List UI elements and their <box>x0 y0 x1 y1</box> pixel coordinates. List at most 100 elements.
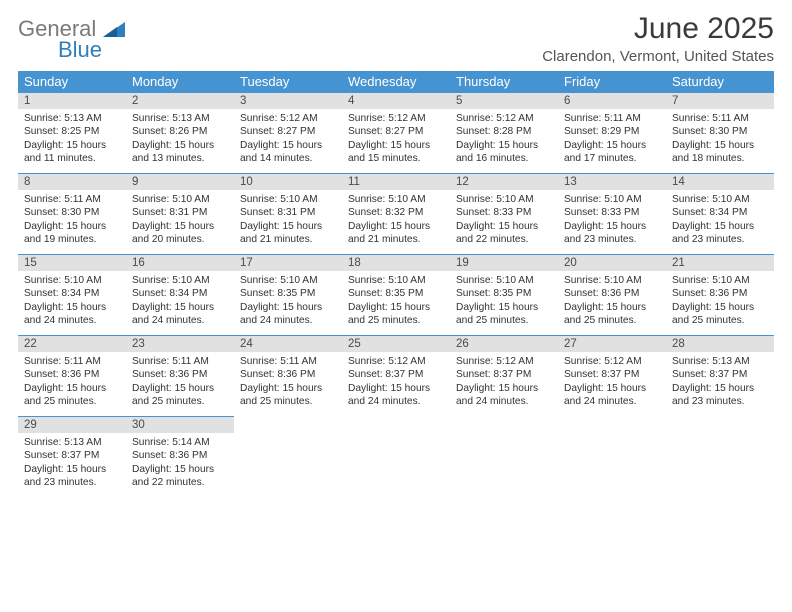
day-body: Sunrise: 5:12 AMSunset: 8:28 PMDaylight:… <box>450 109 558 173</box>
calendar-cell: 5Sunrise: 5:12 AMSunset: 8:28 PMDaylight… <box>450 92 558 173</box>
day-body: Sunrise: 5:10 AMSunset: 8:32 PMDaylight:… <box>342 190 450 254</box>
daylight-line: Daylight: 15 hours and 22 minutes. <box>132 463 228 490</box>
day-body: Sunrise: 5:10 AMSunset: 8:36 PMDaylight:… <box>666 271 774 335</box>
day-number: 15 <box>18 254 126 271</box>
calendar-cell: 14Sunrise: 5:10 AMSunset: 8:34 PMDayligh… <box>666 173 774 254</box>
calendar-row: 22Sunrise: 5:11 AMSunset: 8:36 PMDayligh… <box>18 335 774 416</box>
day-body: Sunrise: 5:13 AMSunset: 8:37 PMDaylight:… <box>18 433 126 497</box>
calendar-cell: 22Sunrise: 5:11 AMSunset: 8:36 PMDayligh… <box>18 335 126 416</box>
weekday-header: Saturday <box>666 71 774 92</box>
day-body: Sunrise: 5:10 AMSunset: 8:34 PMDaylight:… <box>18 271 126 335</box>
day-number: 23 <box>126 335 234 352</box>
sunrise-line: Sunrise: 5:11 AM <box>240 355 336 368</box>
sunset-line: Sunset: 8:25 PM <box>24 125 120 138</box>
sunset-line: Sunset: 8:35 PM <box>348 287 444 300</box>
daylight-line: Daylight: 15 hours and 23 minutes. <box>672 220 768 247</box>
calendar-cell: 17Sunrise: 5:10 AMSunset: 8:35 PMDayligh… <box>234 254 342 335</box>
daylight-line: Daylight: 15 hours and 19 minutes. <box>24 220 120 247</box>
calendar-cell: 27Sunrise: 5:12 AMSunset: 8:37 PMDayligh… <box>558 335 666 416</box>
sunset-line: Sunset: 8:36 PM <box>24 368 120 381</box>
sunrise-line: Sunrise: 5:13 AM <box>24 436 120 449</box>
daylight-line: Daylight: 15 hours and 13 minutes. <box>132 139 228 166</box>
sunrise-line: Sunrise: 5:10 AM <box>348 274 444 287</box>
weekday-header: Sunday <box>18 71 126 92</box>
sunrise-line: Sunrise: 5:11 AM <box>132 355 228 368</box>
daylight-line: Daylight: 15 hours and 25 minutes. <box>672 301 768 328</box>
calendar-cell: 30Sunrise: 5:14 AMSunset: 8:36 PMDayligh… <box>126 416 234 497</box>
day-number: 26 <box>450 335 558 352</box>
daylight-line: Daylight: 15 hours and 24 minutes. <box>24 301 120 328</box>
daylight-line: Daylight: 15 hours and 21 minutes. <box>348 220 444 247</box>
sunset-line: Sunset: 8:32 PM <box>348 206 444 219</box>
calendar-cell: 11Sunrise: 5:10 AMSunset: 8:32 PMDayligh… <box>342 173 450 254</box>
day-number: 22 <box>18 335 126 352</box>
calendar-row: 29Sunrise: 5:13 AMSunset: 8:37 PMDayligh… <box>18 416 774 497</box>
daylight-line: Daylight: 15 hours and 25 minutes. <box>564 301 660 328</box>
sunrise-line: Sunrise: 5:12 AM <box>348 355 444 368</box>
sunrise-line: Sunrise: 5:13 AM <box>24 112 120 125</box>
weekday-header: Tuesday <box>234 71 342 92</box>
day-number: 4 <box>342 92 450 109</box>
sunset-line: Sunset: 8:37 PM <box>456 368 552 381</box>
daylight-line: Daylight: 15 hours and 24 minutes. <box>348 382 444 409</box>
sunrise-line: Sunrise: 5:12 AM <box>456 112 552 125</box>
calendar-row: 8Sunrise: 5:11 AMSunset: 8:30 PMDaylight… <box>18 173 774 254</box>
sunrise-line: Sunrise: 5:10 AM <box>348 193 444 206</box>
sunrise-line: Sunrise: 5:11 AM <box>24 355 120 368</box>
sunset-line: Sunset: 8:36 PM <box>132 368 228 381</box>
sunrise-line: Sunrise: 5:12 AM <box>348 112 444 125</box>
sunset-line: Sunset: 8:35 PM <box>456 287 552 300</box>
day-number: 18 <box>342 254 450 271</box>
calendar-cell: 1Sunrise: 5:13 AMSunset: 8:25 PMDaylight… <box>18 92 126 173</box>
day-body: Sunrise: 5:12 AMSunset: 8:27 PMDaylight:… <box>234 109 342 173</box>
day-body: Sunrise: 5:12 AMSunset: 8:37 PMDaylight:… <box>342 352 450 416</box>
sunrise-line: Sunrise: 5:13 AM <box>132 112 228 125</box>
calendar-cell: 8Sunrise: 5:11 AMSunset: 8:30 PMDaylight… <box>18 173 126 254</box>
calendar-cell: 18Sunrise: 5:10 AMSunset: 8:35 PMDayligh… <box>342 254 450 335</box>
sunrise-line: Sunrise: 5:10 AM <box>132 193 228 206</box>
day-body: Sunrise: 5:10 AMSunset: 8:35 PMDaylight:… <box>234 271 342 335</box>
logo-text-block: General Blue <box>18 18 125 61</box>
daylight-line: Daylight: 15 hours and 16 minutes. <box>456 139 552 166</box>
day-number: 27 <box>558 335 666 352</box>
day-body: Sunrise: 5:12 AMSunset: 8:37 PMDaylight:… <box>450 352 558 416</box>
calendar-cell <box>666 416 774 497</box>
sunset-line: Sunset: 8:36 PM <box>132 449 228 462</box>
sunset-line: Sunset: 8:34 PM <box>24 287 120 300</box>
sunrise-line: Sunrise: 5:13 AM <box>672 355 768 368</box>
day-number: 20 <box>558 254 666 271</box>
daylight-line: Daylight: 15 hours and 25 minutes. <box>240 382 336 409</box>
day-number: 11 <box>342 173 450 190</box>
day-body: Sunrise: 5:10 AMSunset: 8:34 PMDaylight:… <box>126 271 234 335</box>
calendar-cell: 10Sunrise: 5:10 AMSunset: 8:31 PMDayligh… <box>234 173 342 254</box>
day-number: 25 <box>342 335 450 352</box>
calendar-cell: 28Sunrise: 5:13 AMSunset: 8:37 PMDayligh… <box>666 335 774 416</box>
day-number: 14 <box>666 173 774 190</box>
daylight-line: Daylight: 15 hours and 17 minutes. <box>564 139 660 166</box>
location-subtitle: Clarendon, Vermont, United States <box>542 48 774 65</box>
day-number: 19 <box>450 254 558 271</box>
sunrise-line: Sunrise: 5:10 AM <box>672 274 768 287</box>
daylight-line: Daylight: 15 hours and 20 minutes. <box>132 220 228 247</box>
calendar-row: 1Sunrise: 5:13 AMSunset: 8:25 PMDaylight… <box>18 92 774 173</box>
day-body: Sunrise: 5:10 AMSunset: 8:31 PMDaylight:… <box>126 190 234 254</box>
sunset-line: Sunset: 8:31 PM <box>240 206 336 219</box>
calendar-cell: 9Sunrise: 5:10 AMSunset: 8:31 PMDaylight… <box>126 173 234 254</box>
calendar-cell <box>234 416 342 497</box>
sunset-line: Sunset: 8:35 PM <box>240 287 336 300</box>
day-number: 24 <box>234 335 342 352</box>
sunrise-line: Sunrise: 5:14 AM <box>132 436 228 449</box>
calendar-cell: 3Sunrise: 5:12 AMSunset: 8:27 PMDaylight… <box>234 92 342 173</box>
day-body: Sunrise: 5:10 AMSunset: 8:35 PMDaylight:… <box>450 271 558 335</box>
day-number: 5 <box>450 92 558 109</box>
calendar-cell: 26Sunrise: 5:12 AMSunset: 8:37 PMDayligh… <box>450 335 558 416</box>
daylight-line: Daylight: 15 hours and 18 minutes. <box>672 139 768 166</box>
calendar-cell: 25Sunrise: 5:12 AMSunset: 8:37 PMDayligh… <box>342 335 450 416</box>
daylight-line: Daylight: 15 hours and 15 minutes. <box>348 139 444 166</box>
calendar-cell: 7Sunrise: 5:11 AMSunset: 8:30 PMDaylight… <box>666 92 774 173</box>
calendar-cell: 16Sunrise: 5:10 AMSunset: 8:34 PMDayligh… <box>126 254 234 335</box>
sunset-line: Sunset: 8:37 PM <box>564 368 660 381</box>
weekday-header-row: SundayMondayTuesdayWednesdayThursdayFrid… <box>18 71 774 92</box>
weekday-header: Friday <box>558 71 666 92</box>
day-body: Sunrise: 5:12 AMSunset: 8:37 PMDaylight:… <box>558 352 666 416</box>
